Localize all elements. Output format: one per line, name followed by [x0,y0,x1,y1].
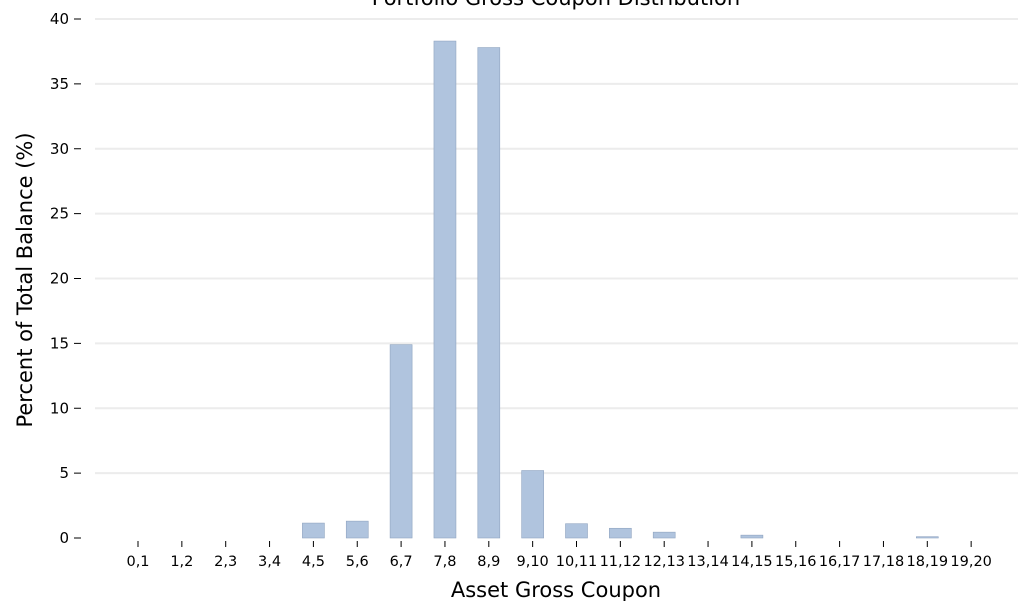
x-tick-label: 13,14 [687,554,729,570]
bars [302,40,939,539]
bar-5-6 [345,520,369,539]
x-tick-label: 6,7 [390,554,413,570]
bar-11-12 [609,527,632,539]
y-tick-label: 0 [59,529,69,547]
bar-12-13 [652,531,676,539]
bar-7-8 [433,40,457,539]
bar-18-19 [915,536,939,539]
bar-4-5 [302,522,325,539]
bar-6-7 [389,344,413,539]
x-tick-label: 18,19 [907,554,949,570]
x-tick-label: 0,1 [126,554,149,570]
x-tick-label: 3,4 [258,554,281,570]
bar-9-10 [521,470,544,539]
bar-14-15 [740,534,764,539]
x-tick-label: 15,16 [775,554,817,570]
x-tick-label: 10,11 [556,554,598,570]
x-tick-label: 16,17 [819,554,861,570]
x-tick-label: 5,6 [346,554,369,570]
x-tick-label: 2,3 [214,554,237,570]
x-tick-label: 14,15 [731,554,773,570]
y-tick-label: 5 [59,464,69,482]
y-tick-label: 25 [50,205,69,223]
x-tick-label: 7,8 [433,554,456,570]
bar-8-9 [477,47,501,539]
x-tick-label: 1,2 [170,554,193,570]
y-tick-label: 10 [50,399,69,417]
x-tick-label: 11,12 [600,554,642,570]
x-tick-label: 4,5 [302,554,325,570]
y-tick-label: 20 [50,270,69,288]
grid-lines [95,18,1018,475]
y-tick-label: 30 [50,140,69,158]
x-tick-label: 8,9 [477,554,500,570]
y-tick-label: 15 [50,334,69,352]
y-tick-label: 35 [50,75,69,93]
chart-title: Portfolio Gross Coupon Distribution [372,0,740,10]
x-tick-label: 9,10 [517,554,549,570]
y-axis-label: Percent of Total Balance (%) [13,132,37,427]
bar-10-11 [565,523,588,539]
y-tick-label: 40 [50,10,69,28]
x-tick-label: 19,20 [950,554,992,570]
x-axis-label: Asset Gross Coupon [451,578,661,601]
x-axis: 0,1 1,2 2,3 3,4 4,5 5,6 6,7 7,8 8,9 9,10 10,11 11,1… [126,541,992,570]
x-tick-label: 17,18 [863,554,905,570]
x-tick-label: 12,13 [643,554,685,570]
y-axis: 0 5 10 15 20 25 30 35 40 [50,10,81,547]
